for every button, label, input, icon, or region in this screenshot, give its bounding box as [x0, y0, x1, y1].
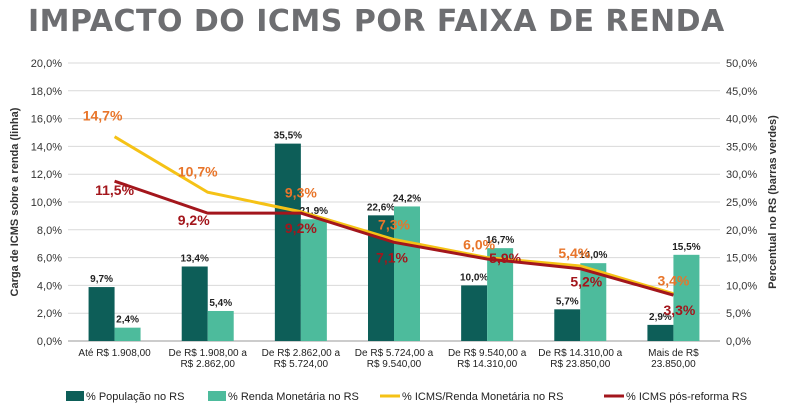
bar — [487, 248, 514, 341]
category-label: Mais de R$ — [648, 348, 699, 359]
legend-label: % Renda Monetária no RS — [228, 391, 359, 403]
line-data-label: 11,5% — [95, 182, 134, 198]
right-tick-label: 20,0% — [726, 225, 757, 237]
left-tick-label: 10,0% — [31, 197, 62, 209]
right-tick-label: 40,0% — [726, 114, 757, 126]
bar — [554, 309, 581, 341]
category-label: De R$ 9.540,00 a — [448, 348, 527, 359]
bar — [394, 206, 420, 341]
category-label: R$ 2.862,00 — [180, 359, 235, 370]
category-label: R$ 23.850,00 — [550, 359, 610, 370]
left-tick-label: 6,0% — [37, 253, 62, 265]
right-tick-label: 50,0% — [726, 58, 757, 70]
right-tick-label: 45,0% — [726, 86, 757, 98]
right-tick-label: 10,0% — [726, 280, 757, 292]
right-tick-label: 35,0% — [726, 141, 757, 153]
line-data-label: 9,2% — [285, 220, 317, 236]
bar-data-label: 35,5% — [274, 131, 302, 142]
line-data-label: 5,2% — [570, 274, 602, 290]
left-tick-label: 0,0% — [37, 336, 62, 348]
left-tick-label: 2,0% — [37, 308, 62, 320]
chart-title: IMPACTO DO ICMS POR FAIXA DE RENDA — [28, 4, 725, 39]
left-tick-label: 20,0% — [31, 58, 62, 70]
bar — [114, 327, 141, 341]
bar — [207, 310, 234, 341]
left-axis-title: Carga de ICMS sobre a renda (linha) — [9, 107, 21, 296]
legend-label: % ICMS/Renda Monetária no RS — [402, 391, 563, 403]
bar — [461, 285, 488, 341]
bar — [673, 254, 700, 341]
category-label: De R$ 1.908,00 a — [169, 348, 248, 359]
bar — [274, 143, 301, 341]
bar-data-label: 15,5% — [672, 242, 700, 253]
bar — [647, 324, 674, 341]
left-tick-label: 8,0% — [37, 225, 62, 237]
line-data-label: 6,0% — [463, 237, 495, 253]
legend-label: % População no RS — [86, 391, 184, 403]
line-data-label: 7,1% — [376, 249, 408, 265]
bar — [88, 287, 115, 341]
bar-data-label: 13,4% — [181, 253, 209, 264]
category-label: R$ 5.724,00 — [274, 359, 329, 370]
series-line — [114, 179, 674, 297]
left-tick-label: 12,0% — [31, 169, 62, 181]
line-data-label: 10,7% — [178, 163, 218, 179]
line-data-label: 3,3% — [663, 302, 695, 318]
legend-swatch — [208, 391, 226, 401]
category-label: De R$ 14.310,00 a — [538, 348, 622, 359]
line-data-label: 9,3% — [285, 185, 317, 201]
bar-data-label: 24,2% — [393, 193, 421, 204]
line-data-label: 7,3% — [378, 217, 410, 233]
bar-data-label: 22,6% — [367, 202, 395, 213]
category-label: Até R$ 1.908,00 — [78, 348, 151, 359]
bar-data-label: 9,7% — [90, 274, 113, 285]
left-tick-label: 14,0% — [31, 141, 62, 153]
right-tick-label: 30,0% — [726, 169, 757, 181]
category-label: De R$ 2.862,00 a — [262, 348, 341, 359]
right-tick-label: 15,0% — [726, 253, 757, 265]
category-label: R$ 14.310,00 — [457, 359, 517, 370]
bar-data-label: 5,4% — [209, 298, 232, 309]
left-tick-label: 4,0% — [37, 280, 62, 292]
bar — [181, 266, 208, 341]
right-tick-label: 5,0% — [726, 308, 751, 320]
left-tick-label: 18,0% — [31, 86, 62, 98]
bar-data-label: 2,9% — [649, 312, 672, 323]
left-tick-label: 16,0% — [31, 114, 62, 126]
bar-data-label: 10,0% — [460, 272, 488, 283]
bar-data-label: 14,0% — [579, 250, 607, 261]
bar-data-label: 5,7% — [556, 296, 579, 307]
line-data-label: 5,4% — [558, 245, 590, 261]
right-tick-label: 0,0% — [726, 336, 751, 348]
line-data-label: 3,4% — [657, 273, 689, 289]
line-data-label: 14,7% — [83, 108, 123, 124]
bar-data-label: 2,4% — [116, 315, 139, 326]
category-label: De R$ 5.724,00 a — [355, 348, 434, 359]
category-label: R$ 9.540,00 — [367, 359, 422, 370]
right-axis-title: Percentual no RS (barras verdes) — [767, 115, 779, 289]
series-line — [113, 135, 674, 296]
right-tick-label: 25,0% — [726, 197, 757, 209]
line-data-label: 9,2% — [178, 212, 210, 228]
bar-data-label: 16,7% — [486, 235, 514, 246]
category-label: 23.850,00 — [651, 359, 696, 370]
legend-swatch — [66, 391, 84, 401]
bar-data-label: 21,9% — [300, 206, 328, 217]
bar — [300, 219, 327, 341]
legend-label: % ICMS pós-reforma RS — [626, 391, 747, 403]
line-data-label: 5,9% — [489, 250, 521, 266]
